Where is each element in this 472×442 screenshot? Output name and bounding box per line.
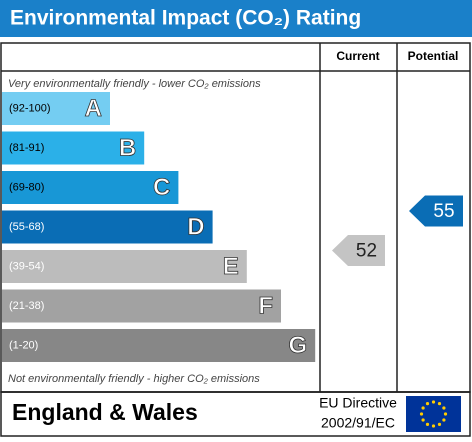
footer-border <box>0 391 471 437</box>
band-range: (1-20) <box>9 339 38 351</box>
title-bar <box>0 0 472 37</box>
band-range: (92-100) <box>9 102 51 114</box>
band-range: (39-54) <box>9 260 44 272</box>
rating-value: 55 <box>433 201 454 222</box>
flag-star <box>437 402 442 406</box>
flag-star <box>425 422 430 426</box>
band-bar <box>2 171 179 204</box>
flag-star <box>421 418 425 422</box>
band-letter: C <box>153 174 170 201</box>
band-bar <box>2 250 247 283</box>
flag-star <box>442 406 446 410</box>
flag-star <box>431 424 436 428</box>
rating-value: 52 <box>356 241 377 262</box>
band-letter: B <box>119 134 136 161</box>
band-letter: D <box>187 213 204 240</box>
band-range: (21-38) <box>9 300 44 312</box>
flag-star <box>437 422 442 426</box>
potential-header: Potential <box>408 49 459 63</box>
band-letter: F <box>258 292 273 319</box>
band-range: (55-68) <box>9 221 44 233</box>
band-range: (69-80) <box>9 181 44 193</box>
rating-arrow <box>409 195 463 227</box>
current-header: Current <box>336 49 379 63</box>
band-bar <box>2 210 213 244</box>
band-range: (81-91) <box>9 142 44 154</box>
title: Environmental Impact (CO₂) Rating <box>10 7 361 30</box>
flag-star <box>425 402 430 406</box>
band-bar <box>2 92 110 125</box>
eu-flag <box>406 396 461 432</box>
bottom-note: Not environmentally friendly - higher CO… <box>8 373 260 385</box>
rating-arrow <box>332 235 385 266</box>
flag-star <box>443 412 448 416</box>
directive-2: 2002/91/EC <box>321 415 395 431</box>
band-letter: A <box>85 95 102 122</box>
band-letter: G <box>289 332 308 359</box>
band-bar <box>2 329 316 362</box>
top-note: Very environmentally friendly - lower CO… <box>8 78 261 90</box>
flag-star <box>431 400 436 404</box>
flag-star <box>421 406 425 410</box>
band-bar <box>2 131 145 165</box>
band-letter: E <box>223 253 239 280</box>
band-bar <box>2 289 281 323</box>
flag-star <box>419 412 424 416</box>
directive-1: EU Directive <box>319 395 397 411</box>
region: England & Wales <box>12 399 198 425</box>
flag-star <box>442 418 446 422</box>
